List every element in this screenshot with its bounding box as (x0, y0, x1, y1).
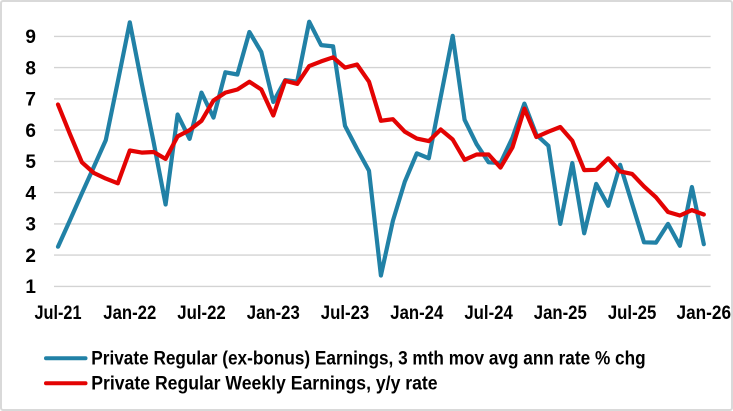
svg-text:Jan-24: Jan-24 (390, 302, 443, 324)
svg-text:4: 4 (25, 183, 36, 204)
svg-text:9: 9 (25, 27, 36, 48)
svg-text:2: 2 (25, 246, 36, 267)
svg-text:5: 5 (25, 152, 36, 173)
svg-text:8: 8 (25, 58, 36, 79)
svg-text:Jan-25: Jan-25 (534, 302, 587, 324)
svg-text:Jul-22: Jul-22 (177, 302, 226, 324)
svg-text:3: 3 (25, 215, 36, 236)
svg-text:Jul-21: Jul-21 (35, 302, 82, 324)
svg-text:Jul-23: Jul-23 (321, 302, 370, 324)
svg-text:6: 6 (25, 121, 36, 142)
svg-text:Private Regular (ex-bonus) Ear: Private Regular (ex-bonus) Earnings, 3 m… (91, 348, 645, 370)
svg-text:Jan-22: Jan-22 (103, 302, 156, 324)
svg-text:1: 1 (25, 277, 36, 298)
svg-text:Jan-23: Jan-23 (247, 302, 300, 324)
svg-text:Private Regular Weekly Earning: Private Regular Weekly Earnings, y/y rat… (91, 373, 437, 395)
svg-text:7: 7 (25, 90, 36, 111)
svg-text:Jul-24: Jul-24 (464, 302, 513, 324)
svg-text:Jan-26: Jan-26 (677, 302, 731, 324)
svg-text:Jul-25: Jul-25 (608, 302, 657, 324)
